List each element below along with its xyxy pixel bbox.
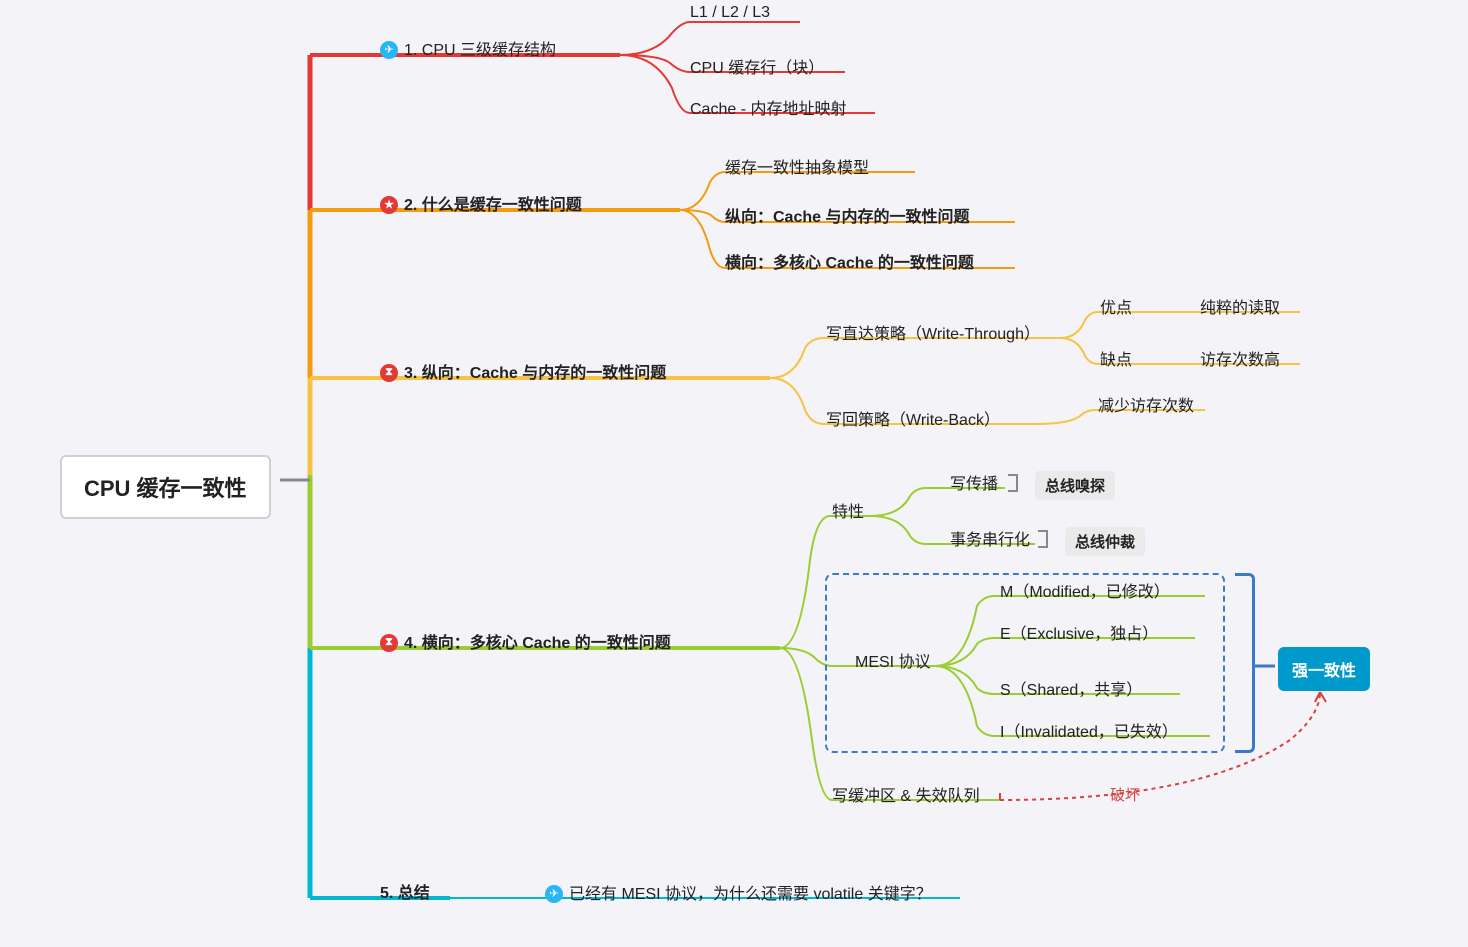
b3-wt-con[interactable]: 缺点 — [1100, 346, 1132, 370]
bracket-mesi — [1235, 573, 1255, 753]
tag-bus-snoop: 总线嗅探 — [1035, 471, 1115, 500]
b2-child-2[interactable]: 横向：多核心 Cache 的一致性问题 — [725, 249, 974, 273]
star-icon: ★ — [380, 196, 398, 214]
b4-prop[interactable]: 特性 — [832, 498, 864, 522]
b4-wb[interactable]: 写缓冲区 & 失效队列 — [832, 782, 980, 806]
bracket-small-0 — [1008, 474, 1018, 492]
mesi-e[interactable]: E（Exclusive，独占） — [1000, 620, 1158, 644]
b3-wb-leaf[interactable]: 减少访存次数 — [1098, 392, 1194, 416]
branch-3[interactable]: ⧗ 3. 纵向：Cache 与内存的一致性问题 — [380, 359, 666, 383]
b3-wt-pro[interactable]: 优点 — [1100, 294, 1132, 318]
branch-4-label: 4. 横向：多核心 Cache 的一致性问题 — [404, 635, 671, 652]
b3-child-1[interactable]: 写回策略（Write-Back） — [826, 406, 1000, 430]
bracket-small-1 — [1038, 530, 1048, 548]
annotation-destroy: 破坏 — [1110, 784, 1140, 805]
plane-icon: ✈ — [380, 41, 398, 59]
branch-3-label: 3. 纵向：Cache 与内存的一致性问题 — [404, 365, 666, 382]
b1-child-1[interactable]: CPU 缓存行（块） — [690, 54, 824, 78]
branch-5[interactable]: 5. 总结 — [380, 879, 430, 903]
mesi-i[interactable]: I（Invalidated，已失效） — [1000, 718, 1178, 742]
branch-2[interactable]: ★ 2. 什么是缓存一致性问题 — [380, 191, 582, 215]
branch-4[interactable]: ⧗ 4. 横向：多核心 Cache 的一致性问题 — [380, 629, 671, 653]
b1-child-2[interactable]: Cache - 内存地址映射 — [690, 95, 846, 119]
hourglass-icon: ⧗ — [380, 364, 398, 382]
b4-prop-1[interactable]: 事务串行化 — [950, 526, 1030, 550]
pill-strong-consistency[interactable]: 强一致性 — [1278, 647, 1370, 691]
branch-1[interactable]: ✈ 1. CPU 三级缓存结构 — [380, 36, 556, 60]
b3-child-0[interactable]: 写直达策略（Write-Through） — [826, 320, 1040, 344]
mesi-m[interactable]: M（Modified，已修改） — [1000, 578, 1170, 602]
b5-child-0-label: 已经有 MESI 协议，为什么还需要 volatile 关键字？ — [569, 886, 932, 903]
b3-wt-pro-leaf[interactable]: 纯粹的读取 — [1200, 294, 1280, 318]
plane-icon: ✈ — [545, 885, 563, 903]
b3-wt-con-leaf[interactable]: 访存次数高 — [1200, 346, 1280, 370]
mesi-s[interactable]: S（Shared，共享） — [1000, 676, 1142, 700]
root-node[interactable]: CPU 缓存一致性 — [60, 455, 271, 519]
b4-prop-0[interactable]: 写传播 — [950, 470, 998, 494]
tag-bus-arbit: 总线仲裁 — [1065, 527, 1145, 556]
b4-mesi[interactable]: MESI 协议 — [855, 648, 931, 672]
hourglass-icon: ⧗ — [380, 634, 398, 652]
b5-child-0[interactable]: ✈ 已经有 MESI 协议，为什么还需要 volatile 关键字？ — [545, 880, 932, 904]
b2-child-1[interactable]: 纵向：Cache 与内存的一致性问题 — [725, 203, 969, 227]
branch-1-label: 1. CPU 三级缓存结构 — [404, 42, 556, 59]
b1-child-0[interactable]: L1 / L2 / L3 — [690, 4, 770, 22]
branch-2-label: 2. 什么是缓存一致性问题 — [404, 197, 582, 214]
b2-child-0[interactable]: 缓存一致性抽象模型 — [725, 154, 869, 178]
